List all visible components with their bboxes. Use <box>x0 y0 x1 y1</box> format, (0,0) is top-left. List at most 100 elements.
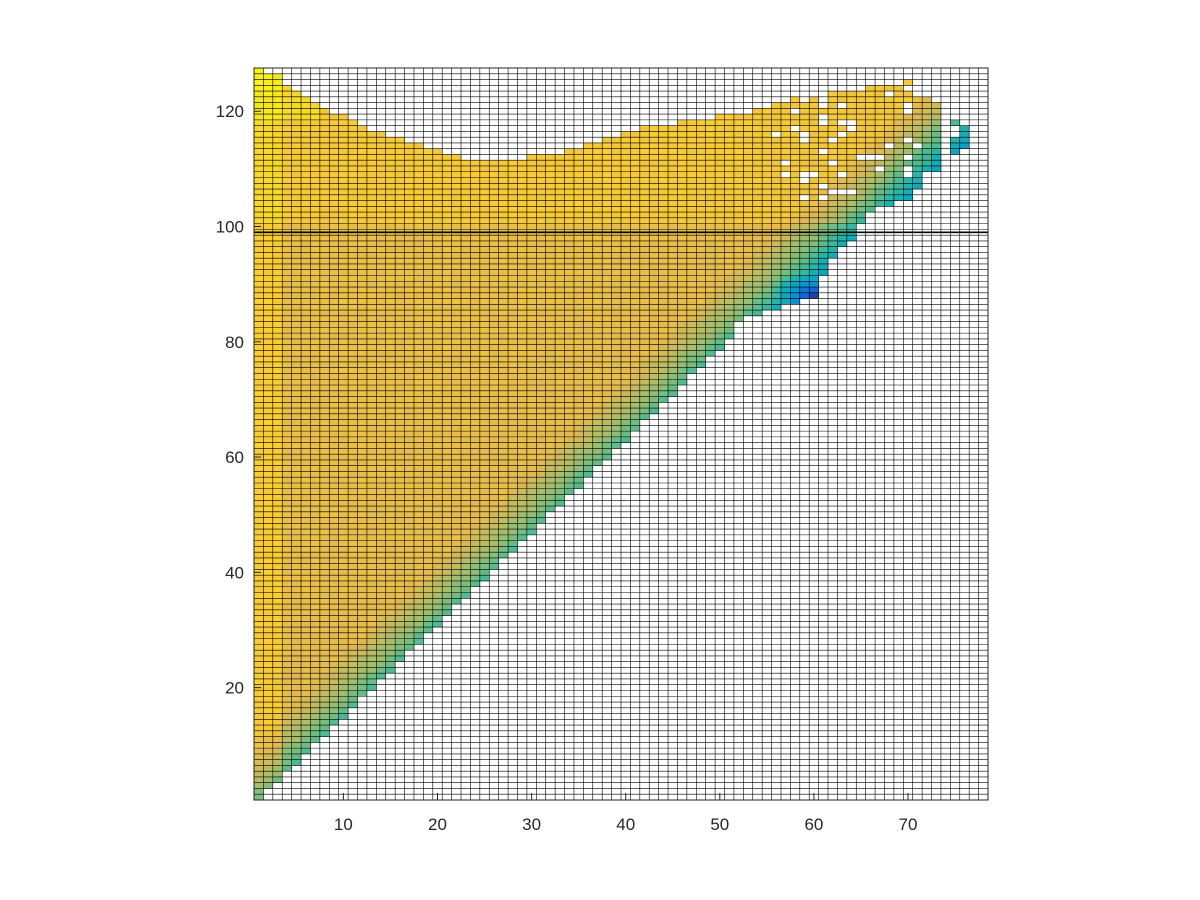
heatmap-cell <box>461 338 471 345</box>
heatmap-cell <box>705 263 716 271</box>
heatmap-cell <box>733 287 744 294</box>
heatmap-cell <box>498 194 509 201</box>
heatmap-cell <box>950 137 961 144</box>
heatmap-cell <box>752 125 763 132</box>
heatmap-cell <box>799 269 810 276</box>
heatmap-cell <box>451 246 462 253</box>
heatmap-cell <box>602 252 612 259</box>
heatmap-cell <box>912 114 923 121</box>
heatmap-cell <box>649 310 659 317</box>
heatmap-cell <box>423 327 434 334</box>
heatmap-cell <box>649 165 659 173</box>
heatmap-cell <box>875 85 885 92</box>
heatmap-cell <box>413 627 424 634</box>
heatmap-cell <box>461 436 471 443</box>
heatmap-cell <box>451 194 462 201</box>
heatmap-cell <box>254 794 264 801</box>
heatmap-cell <box>301 408 311 415</box>
heatmap-cell <box>366 632 377 639</box>
heatmap-cell <box>536 448 547 455</box>
heatmap-cell <box>922 96 932 103</box>
heatmap-cell <box>837 223 848 230</box>
heatmap-cell <box>272 292 283 299</box>
heatmap-cell <box>856 137 866 144</box>
heatmap-cell <box>291 598 302 605</box>
heatmap-cell <box>329 142 339 149</box>
heatmap-cell <box>526 494 537 501</box>
heatmap-cell <box>705 189 716 196</box>
heatmap-cell <box>724 119 735 126</box>
heatmap-cell <box>489 385 499 392</box>
heatmap-cell <box>639 165 650 173</box>
heatmap-cell <box>875 137 885 144</box>
heatmap-cell <box>658 298 669 305</box>
heatmap-cell <box>366 425 377 432</box>
heatmap-cell <box>479 200 490 207</box>
heatmap-cell <box>470 235 481 242</box>
heatmap-cell <box>639 413 650 420</box>
heatmap-cell <box>310 402 321 409</box>
heatmap-cell <box>724 252 735 259</box>
heatmap-cell <box>376 269 387 276</box>
heatmap-cell <box>790 263 801 271</box>
heatmap-cell <box>677 252 688 259</box>
heatmap-cell <box>828 131 838 138</box>
heatmap-cell <box>715 304 725 311</box>
heatmap-cell <box>573 194 584 201</box>
heatmap-cell <box>338 621 349 628</box>
heatmap-cell <box>677 321 688 328</box>
heatmap-cell <box>301 160 311 167</box>
heatmap-cell <box>630 200 641 207</box>
heatmap-cell <box>301 650 311 657</box>
heatmap-cell <box>508 517 518 524</box>
heatmap-cell <box>338 171 349 178</box>
heatmap-cell <box>639 137 650 144</box>
heatmap-cell <box>254 552 264 559</box>
heatmap-cell <box>762 160 772 167</box>
heatmap-cell <box>263 465 274 472</box>
heatmap-cell <box>715 189 725 196</box>
heatmap-cell <box>508 252 518 259</box>
heatmap-cell <box>536 494 547 501</box>
heatmap-cell <box>385 667 396 674</box>
heatmap-cell <box>254 165 264 173</box>
heatmap-cell <box>357 442 368 449</box>
heatmap-cell <box>489 223 499 230</box>
heatmap-cell <box>282 609 292 616</box>
heatmap-cell <box>489 350 499 357</box>
heatmap-cell <box>470 160 481 167</box>
heatmap-cell <box>319 615 330 622</box>
heatmap-cell <box>733 298 744 305</box>
heatmap-cell <box>348 517 358 524</box>
heatmap-cell <box>743 137 754 144</box>
heatmap-cell <box>301 367 311 374</box>
heatmap-cell <box>366 396 377 403</box>
heatmap-cell <box>470 540 481 547</box>
heatmap-cell <box>404 275 415 282</box>
heatmap-cell <box>272 73 283 80</box>
heatmap-cell <box>404 442 415 449</box>
heatmap-cell <box>263 580 274 588</box>
heatmap-cell <box>790 258 801 265</box>
heatmap-cell <box>272 529 283 536</box>
heatmap-cell <box>282 350 292 357</box>
heatmap-cell <box>291 235 302 242</box>
heatmap-cell <box>498 338 509 345</box>
heatmap-cell <box>357 333 368 340</box>
heatmap-cell <box>762 200 772 207</box>
heatmap-cell <box>479 194 490 201</box>
heatmap-cell <box>329 338 339 345</box>
heatmap-cell <box>592 258 603 265</box>
heatmap-cell <box>413 523 424 530</box>
heatmap-cell <box>319 402 330 409</box>
heatmap-cell <box>536 425 547 432</box>
heatmap-cell <box>348 217 358 224</box>
heatmap-cell <box>395 638 405 645</box>
heatmap-cell <box>329 183 339 190</box>
heatmap-cell <box>376 615 387 622</box>
heatmap-cell <box>282 142 292 149</box>
heatmap-cell <box>442 402 452 409</box>
heatmap-cell <box>395 240 405 247</box>
heatmap-cell <box>526 390 537 397</box>
heatmap-cell <box>413 552 424 559</box>
